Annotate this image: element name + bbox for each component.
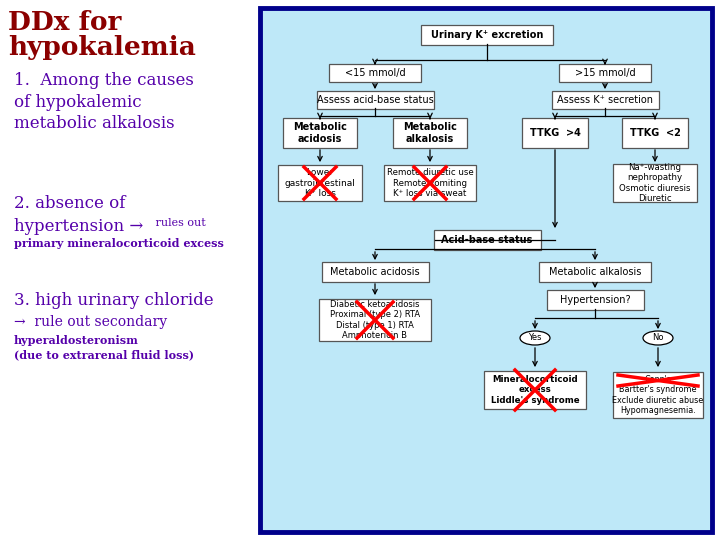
Text: Mineralocorticoid
excess
Liddle's syndrome: Mineralocorticoid excess Liddle's syndro… [491, 375, 580, 405]
FancyBboxPatch shape [559, 64, 651, 82]
Text: Metabolic
acidosis: Metabolic acidosis [293, 122, 347, 144]
Text: →  rule out secondary: → rule out secondary [14, 315, 167, 329]
Ellipse shape [520, 331, 550, 345]
Text: Yes: Yes [528, 334, 541, 342]
Text: Urinary K⁺ excretion: Urinary K⁺ excretion [431, 30, 543, 40]
FancyBboxPatch shape [319, 299, 431, 341]
Text: Na⁺-wasting
nephropathy
Osmotic diuresis
Diuretic: Na⁺-wasting nephropathy Osmotic diuresis… [619, 163, 690, 203]
Text: TTKG  >4: TTKG >4 [530, 128, 580, 138]
FancyBboxPatch shape [329, 64, 421, 82]
FancyBboxPatch shape [613, 164, 697, 202]
FancyBboxPatch shape [484, 371, 586, 409]
FancyBboxPatch shape [260, 8, 712, 532]
FancyBboxPatch shape [384, 165, 476, 201]
Text: 2. absence of: 2. absence of [14, 195, 125, 212]
FancyBboxPatch shape [613, 372, 703, 418]
Text: 3. high urinary chloride: 3. high urinary chloride [14, 292, 214, 309]
Text: Metabolic acidosis: Metabolic acidosis [330, 267, 420, 277]
Text: DDx for: DDx for [8, 10, 122, 35]
Text: hypertension →: hypertension → [14, 218, 143, 235]
FancyBboxPatch shape [622, 118, 688, 148]
FancyBboxPatch shape [283, 118, 357, 148]
Text: No: No [652, 334, 664, 342]
FancyBboxPatch shape [421, 25, 553, 45]
Text: 1.  Among the causes
of hypokalemic
metabolic alkalosis: 1. Among the causes of hypokalemic metab… [14, 72, 194, 132]
Text: <15 mmol/d: <15 mmol/d [345, 68, 405, 78]
FancyBboxPatch shape [393, 118, 467, 148]
FancyBboxPatch shape [522, 118, 588, 148]
FancyBboxPatch shape [433, 230, 541, 250]
Text: Assess K⁺ secretion: Assess K⁺ secretion [557, 95, 653, 105]
Text: Diabetic ketoacidosis
Proximal (type 2) RTA
Distal (type 1) RTA
Amphotericin B: Diabetic ketoacidosis Proximal (type 2) … [330, 300, 420, 340]
FancyBboxPatch shape [539, 262, 651, 282]
Text: Remote diuretic use
Remote vomiting
K⁺ loss via sweat: Remote diuretic use Remote vomiting K⁺ l… [387, 168, 473, 198]
Text: Metabolic alkalosis: Metabolic alkalosis [549, 267, 642, 277]
Text: hypokalemia: hypokalemia [8, 35, 196, 60]
Text: Lower
gastrointestinal
K⁺ loss: Lower gastrointestinal K⁺ loss [284, 168, 356, 198]
Text: Acid-base status: Acid-base status [441, 235, 533, 245]
FancyBboxPatch shape [546, 290, 644, 310]
Text: TTKG  <2: TTKG <2 [629, 128, 680, 138]
Text: Metabolic
alkalosis: Metabolic alkalosis [403, 122, 457, 144]
FancyBboxPatch shape [317, 91, 433, 109]
Text: primary mineralocorticoid excess: primary mineralocorticoid excess [14, 238, 224, 249]
Text: rules out: rules out [152, 218, 206, 228]
Text: hyperaldosteronism
(due to extrarenal fluid loss): hyperaldosteronism (due to extrarenal fl… [14, 335, 194, 360]
Text: >15 mmol/d: >15 mmol/d [575, 68, 635, 78]
FancyBboxPatch shape [278, 165, 362, 201]
Text: Hypertension?: Hypertension? [559, 295, 630, 305]
Ellipse shape [643, 331, 673, 345]
Text: Conn's
Bartter's syndrome
Exclude diuretic abuse
Hypomagnesemia.: Conn's Bartter's syndrome Exclude diuret… [613, 375, 703, 415]
Text: Assess acid-base status: Assess acid-base status [317, 95, 433, 105]
FancyBboxPatch shape [322, 262, 428, 282]
FancyBboxPatch shape [552, 91, 659, 109]
